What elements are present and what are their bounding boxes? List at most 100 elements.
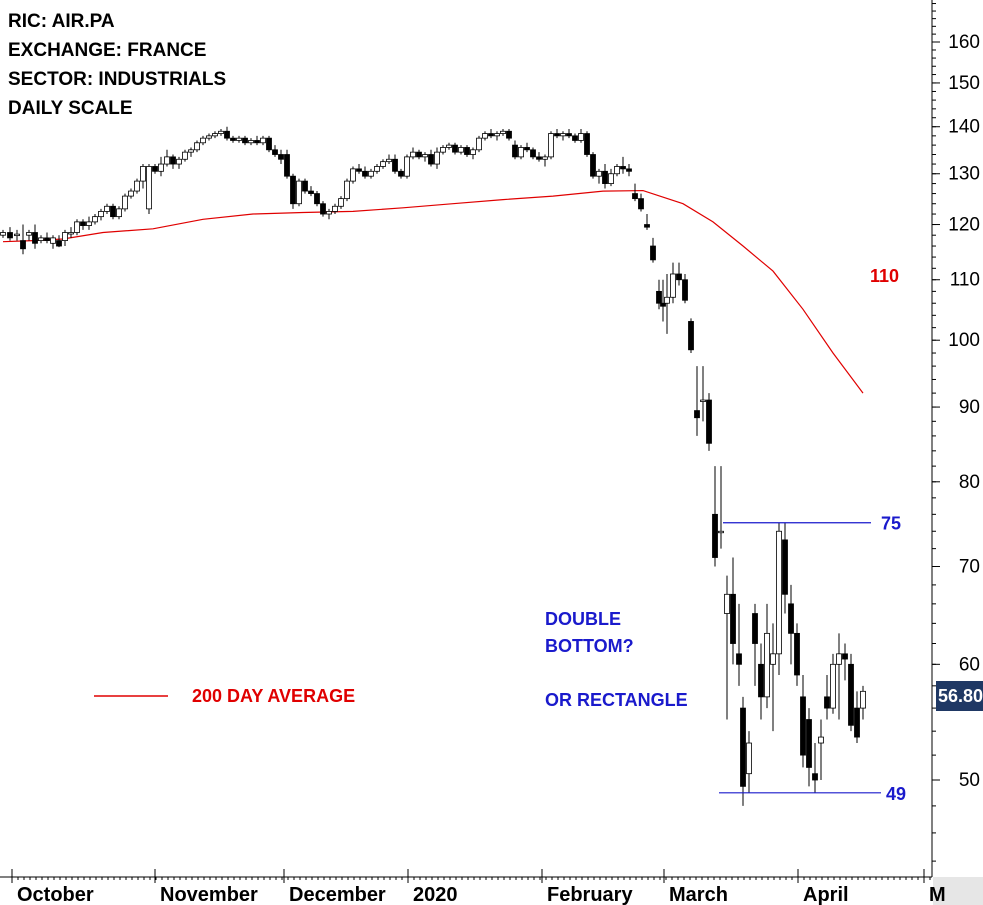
- candle: [218, 128, 224, 136]
- candle: [758, 643, 764, 720]
- candle: [398, 168, 404, 179]
- candle: [724, 575, 730, 720]
- candle: [104, 203, 110, 215]
- candle: [440, 145, 446, 155]
- y-tick-label: 50: [959, 770, 980, 791]
- candle: [230, 135, 236, 143]
- candle: [548, 131, 554, 160]
- candle-body: [152, 166, 158, 172]
- candle: [560, 131, 566, 141]
- candle-body: [56, 240, 62, 247]
- candle: [434, 147, 440, 169]
- candle-body: [836, 653, 842, 665]
- candle: [422, 152, 428, 162]
- candle: [296, 178, 302, 207]
- candle-body: [842, 653, 848, 660]
- candle: [116, 206, 122, 220]
- candle-body: [682, 279, 688, 301]
- candle-body: [482, 133, 488, 139]
- candle-body: [68, 232, 74, 235]
- candle-body: [134, 180, 140, 192]
- candle: [506, 128, 512, 141]
- candle-body: [176, 158, 182, 165]
- candle-body: [164, 156, 170, 165]
- candle: [260, 135, 266, 146]
- x-axis: October November December 2020 February March…: [0, 869, 983, 905]
- candle: [152, 164, 158, 174]
- candle: [374, 164, 380, 174]
- candle: [158, 156, 164, 177]
- candle: [14, 229, 20, 241]
- candle-body: [706, 399, 712, 444]
- candle: [98, 208, 104, 221]
- candle: [488, 128, 494, 139]
- scale-label: DAILY SCALE: [8, 98, 133, 119]
- candle-body: [632, 193, 638, 200]
- candle: [746, 731, 752, 793]
- candle-body: [320, 203, 326, 215]
- candle-body: [818, 736, 824, 744]
- candle-body: [80, 221, 86, 226]
- candle: [0, 229, 6, 238]
- candle-body: [542, 156, 548, 160]
- candle-body: [128, 190, 134, 197]
- candle-body: [110, 205, 116, 218]
- candle-body: [194, 142, 200, 151]
- candle-body: [44, 237, 50, 241]
- y-tick-label: 70: [959, 557, 980, 578]
- y-tick-label: 130: [948, 164, 980, 185]
- candle-body: [848, 663, 854, 726]
- candle: [542, 154, 548, 167]
- candle-body: [338, 198, 344, 207]
- candle-body: [788, 603, 794, 634]
- candle: [350, 166, 356, 184]
- candle: [86, 216, 92, 230]
- candle-body: [860, 690, 866, 709]
- candle-body: [350, 168, 356, 182]
- candle-body: [470, 149, 476, 155]
- candle-body: [524, 147, 530, 151]
- x-tick-label: 2020: [413, 884, 458, 905]
- candle: [500, 128, 506, 136]
- y-tick-label: 60: [959, 654, 980, 675]
- candle: [254, 135, 260, 146]
- candle-body: [14, 233, 20, 237]
- candle-body: [140, 166, 146, 182]
- candle: [68, 227, 74, 238]
- candle: [782, 522, 788, 614]
- x-tick-label: November: [160, 884, 258, 905]
- candle-body: [266, 137, 272, 151]
- candle: [200, 135, 206, 146]
- candle-body: [730, 593, 736, 644]
- candle-body: [74, 221, 80, 233]
- candle-body: [206, 135, 212, 139]
- candle: [800, 674, 806, 768]
- candle-body: [494, 133, 500, 137]
- candle-body: [770, 653, 776, 665]
- candle: [518, 145, 524, 160]
- candle: [26, 229, 32, 241]
- candle: [664, 273, 670, 334]
- candle: [824, 674, 830, 720]
- candle-body: [560, 133, 566, 137]
- candle-body: [650, 245, 656, 261]
- candle: [854, 691, 860, 744]
- candle-body: [344, 180, 350, 200]
- candle-body: [656, 290, 662, 304]
- moving-average-line: [2, 189, 864, 394]
- candle: [74, 219, 80, 236]
- candle-body: [476, 137, 482, 151]
- candle-body: [854, 707, 860, 738]
- candle: [176, 156, 182, 169]
- candle: [752, 603, 758, 686]
- pattern-note-double: DOUBLE: [545, 609, 621, 629]
- candle: [712, 466, 718, 567]
- candle-body: [374, 166, 380, 172]
- y-tick-label: 160: [948, 32, 980, 53]
- candle: [314, 191, 320, 207]
- candle: [860, 685, 866, 720]
- candle-body: [664, 296, 670, 304]
- candle-body: [272, 149, 278, 155]
- candle: [670, 262, 676, 304]
- candle-body: [398, 170, 404, 177]
